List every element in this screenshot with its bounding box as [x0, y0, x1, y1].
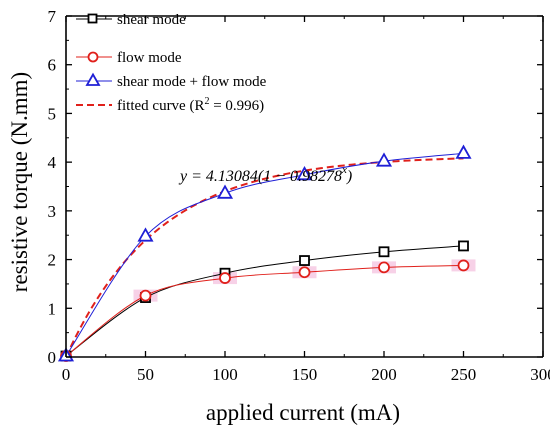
flow-circle-marker [139, 289, 152, 302]
y-tick-label: 3 [48, 202, 57, 221]
y-tick-label: 0 [48, 348, 57, 367]
legend-flow-label: flow mode [117, 50, 182, 66]
shear-series-line [65, 245, 464, 357]
combined-triangle-marker [455, 144, 472, 159]
shear-square-marker [458, 240, 469, 252]
x-tick-label: 0 [62, 365, 71, 384]
flow-circle-marker [378, 261, 390, 274]
combined-triangle-marker [137, 227, 154, 242]
flow-circle-marker [457, 259, 470, 272]
x-tick-label: 200 [371, 365, 397, 384]
x-tick-label: 150 [292, 365, 318, 384]
fit-equation: y = 4.13084(1 − 0.98278x) [178, 164, 352, 185]
fit-equation-close: ) [346, 168, 352, 185]
x-tick-label: 100 [212, 365, 238, 384]
legend-flow-circle-marker [87, 51, 99, 63]
combined-triangle-marker [375, 152, 393, 167]
flow-series-line [65, 264, 464, 357]
y-axis-label: resistive torque (N.mm) [7, 72, 32, 292]
y-tick-label: 5 [48, 104, 57, 123]
fit-equation-main: y = 4.13084(1 − 0.98278 [178, 168, 342, 185]
x-tick-label: 300 [530, 365, 550, 384]
axes [65, 15, 544, 358]
legend: shear mode flow mode shear mode + flow m… [76, 12, 267, 114]
y-tick-label: 2 [48, 251, 57, 270]
x-tick-label: 250 [451, 365, 477, 384]
flow-circle-marker [298, 266, 311, 279]
tick-labels: 0 50 100 150 200 250 300 0 1 2 3 4 5 6 7 [48, 7, 550, 384]
legend-combined-label: shear mode + flow mode [117, 74, 267, 90]
x-axis-label: applied current (mA) [206, 400, 400, 425]
combined-triangle-marker [216, 184, 234, 199]
y-tick-label: 1 [48, 299, 57, 318]
x-tick-label: 50 [137, 365, 154, 384]
legend-shear-square-marker [87, 13, 98, 24]
shear-square-marker [378, 246, 390, 258]
y-tick-label: 6 [48, 56, 57, 75]
y-tick-label: 7 [48, 7, 57, 26]
legend-combined-triangle-marker [85, 72, 101, 86]
flow-circle-marker [219, 272, 231, 284]
fitted-curve-line [65, 157, 464, 358]
fit-equation-exponent: x [341, 164, 347, 176]
legend-shear-label: shear mode [117, 12, 186, 28]
y-tick-label: 4 [48, 153, 57, 172]
combined-triangle-marker [296, 165, 313, 181]
legend-fit-label: fitted curve (R2 = 0.996) [117, 96, 264, 114]
shear-square-marker [299, 255, 310, 266]
